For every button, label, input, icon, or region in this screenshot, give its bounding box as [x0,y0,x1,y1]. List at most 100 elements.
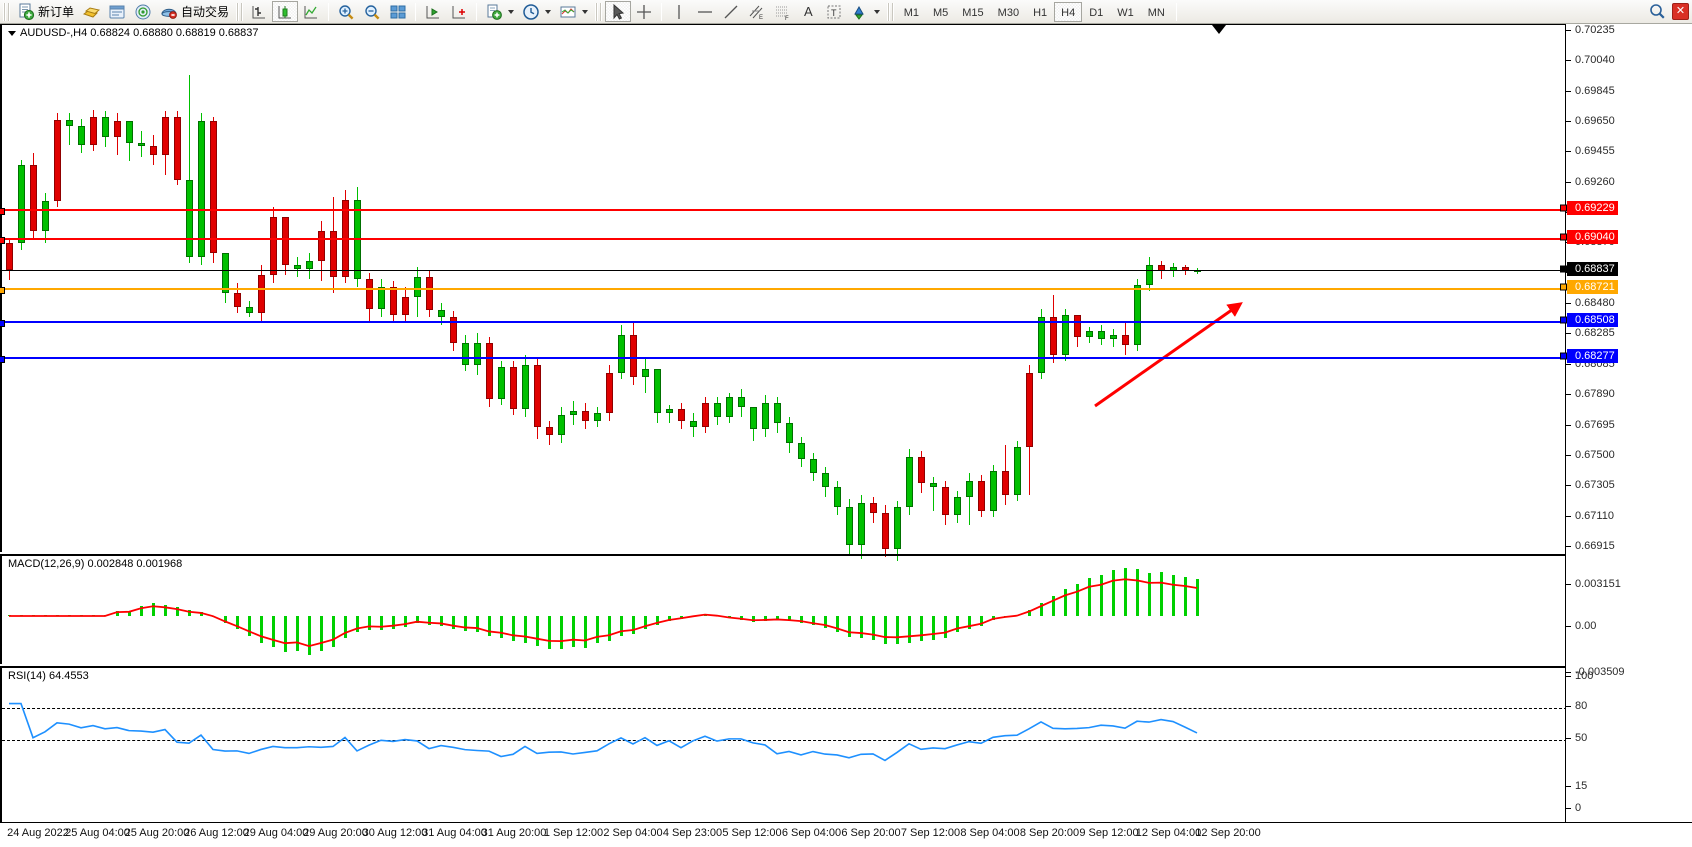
price-tag-0.68837[interactable]: 0.68837 [1560,262,1618,276]
level-handle[interactable] [0,237,5,244]
indicator-plus-icon [487,4,502,20]
price-tag-0.69229[interactable]: 0.69229 [1560,201,1618,215]
time-label: 6 Sep 04:00 [781,827,842,839]
period-dropdown-caret[interactable] [545,9,552,14]
price-tag-handle[interactable] [1560,283,1567,291]
zoom-out-button[interactable] [359,1,385,22]
candle-body [426,277,433,310]
level-line-resistance-2[interactable] [0,237,1567,244]
candle [1086,327,1093,343]
candle-body [1146,265,1153,285]
toolbar-grip-3[interactable] [595,2,603,21]
indicator-dropdown-caret[interactable] [508,9,515,14]
level-line-support-2[interactable] [0,356,1567,363]
price-tag-0.69040[interactable]: 0.69040 [1560,230,1618,244]
macd-bar [644,616,647,630]
candle [402,287,409,323]
candle-body [702,403,709,427]
timeframe-h1[interactable]: H1 [1033,6,1048,19]
templates-button[interactable] [555,1,592,22]
timeframe-m30[interactable]: M30 [997,6,1020,19]
close-button[interactable]: ✕ [1672,3,1689,20]
toolbar-separator-1 [328,2,330,21]
price-tag-handle[interactable] [1560,352,1567,360]
crosshair-button[interactable] [631,1,657,22]
market-watch-button[interactable] [78,1,104,22]
price-tag-handle[interactable] [1560,316,1567,324]
chart-collapse-caret[interactable] [8,30,16,36]
candle-body [570,411,577,415]
data-window-button[interactable] [104,1,130,22]
period-button[interactable] [518,1,555,22]
candle-body [666,409,673,413]
rsi-pane[interactable]: RSI(14) 64.4553 [0,666,1567,822]
price-tag-handle[interactable] [1560,204,1567,212]
candle-body [858,503,865,545]
timeframe-d1[interactable]: D1 [1089,6,1104,19]
price-tag-value: 0.68721 [1575,281,1615,293]
level-handle[interactable] [0,356,5,363]
price-chart-pane[interactable]: AUDUSD-,H4 0.68824 0.68880 0.68819 0.688… [0,24,1567,561]
macd-bar [608,616,611,642]
timeframe-m5[interactable]: M5 [932,6,949,19]
candle-body [966,481,973,497]
price-scale[interactable]: 0.70235 0.70040 0.69845 0.69650 0.69455 0.692… [1560,24,1692,822]
price-tag-handle[interactable] [1560,265,1567,273]
text-button[interactable]: A [796,1,821,22]
autoscroll-button[interactable] [446,1,472,22]
add-indicator-button[interactable] [481,1,518,22]
navigator-button[interactable] [130,1,156,22]
candle [594,407,601,427]
time-label: 30 Aug 12:00 [362,827,428,839]
timeframe-mn[interactable]: MN [1147,6,1165,19]
fibonacci-button[interactable]: F [770,1,796,22]
price-tag-0.68277[interactable]: 0.68277 [1560,349,1618,363]
level-handle[interactable] [0,287,5,294]
toolbar-grip-2[interactable] [236,2,244,21]
price-tag-0.68508[interactable]: 0.68508 [1560,313,1618,327]
tile-windows-button[interactable] [385,1,411,22]
level-line-current-price[interactable] [2,270,1567,271]
level-line-resistance-1[interactable] [0,208,1567,215]
horizontal-line-button[interactable] [692,1,718,22]
bar-chart-button[interactable] [246,1,272,22]
text-label-icon: T [827,5,841,18]
cursor-button[interactable] [605,1,632,22]
timeframe-h4[interactable]: H4 [1054,1,1083,22]
timeframe-m1[interactable]: M1 [903,6,919,19]
price-tag-handle[interactable] [1560,233,1567,241]
text-label-button[interactable]: T [821,1,847,22]
zoom-in-button[interactable] [333,1,359,22]
macd-pane[interactable]: MACD(12,26,9) 0.002848 0.001968 [0,554,1565,664]
templates-dropdown-caret[interactable] [582,9,589,14]
timeframe-w1[interactable]: W1 [1117,6,1134,19]
time-scale[interactable]: 24 Aug 2022 25 Aug 04:00 25 Aug 20:00 26 Au… [0,822,1692,847]
auto-trading-button[interactable]: 自动交易 [156,1,233,22]
candlestick-chart-button[interactable] [272,1,299,22]
line-chart-button[interactable] [298,1,324,22]
candle-body [918,457,925,483]
vertical-line-button[interactable] [666,1,692,22]
level-line-support-1[interactable] [0,320,1567,327]
toolbar-grip-4[interactable] [886,2,894,21]
timeframe-m15[interactable]: M15 [962,6,984,19]
candle [162,111,169,175]
toolbar-grip-1[interactable] [3,2,10,21]
macd-bar [956,616,959,633]
chart-area[interactable]: AUDUSD-,H4 0.68824 0.68880 0.68819 0.688… [0,24,1692,847]
level-line-pivot[interactable] [0,287,1567,294]
new-order-button[interactable]: 新订单 [13,1,78,22]
level-handle[interactable] [0,208,5,215]
search-button[interactable] [1648,2,1666,20]
trendline-button[interactable] [718,1,744,22]
candle-body [786,423,793,443]
arrows-button[interactable] [847,1,884,22]
price-tag-0.68721[interactable]: 0.68721 [1560,280,1618,294]
candle [150,135,157,165]
level-handle[interactable] [0,320,5,327]
candle [618,325,625,379]
shift-chart-button[interactable] [420,1,446,22]
uptrend-arrow[interactable] [1094,302,1243,408]
equidistant-channel-button[interactable]: E [744,1,770,22]
arrows-dropdown-caret[interactable] [873,9,880,14]
